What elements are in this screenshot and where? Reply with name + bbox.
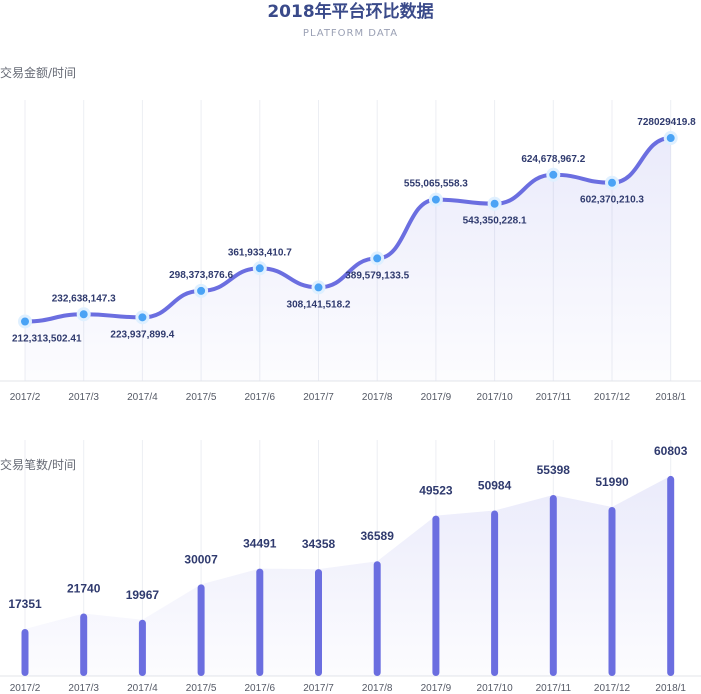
- data-label: 602,370,210.3: [580, 195, 644, 206]
- bar: [491, 510, 499, 676]
- line-point: [135, 310, 150, 325]
- data-label: 36589: [361, 529, 395, 543]
- bar-chart-x-ticks: 2017/2 2017/3 2017/4 2017/5 2017/6 2017/7 2017…: [10, 683, 687, 694]
- bar: [667, 475, 675, 676]
- bar: [80, 613, 88, 676]
- x-tick-label: 2017/7: [303, 392, 334, 403]
- bar: [256, 568, 264, 676]
- line-point: [252, 261, 267, 276]
- line-chart-area: [25, 138, 671, 381]
- x-tick-label: 2017/6: [245, 392, 276, 403]
- data-label: 624,678,967.2: [521, 154, 585, 165]
- x-tick-label: 2017/8: [362, 683, 393, 694]
- x-tick-label: 2017/2: [10, 392, 41, 403]
- line-point: [428, 192, 443, 207]
- x-tick-label: 2017/6: [245, 683, 276, 694]
- line-chart-x-ticks: 2017/2 2017/3 2017/4 2017/5 2017/6 2017/7 2017…: [10, 392, 687, 403]
- x-tick-label: 2017/12: [594, 683, 631, 694]
- bar: [432, 515, 440, 676]
- count-axis-label: 交易笔数/时间: [0, 458, 77, 472]
- data-label: 49523: [419, 484, 453, 498]
- line-point: [370, 251, 385, 266]
- data-label: 34491: [243, 537, 277, 551]
- x-tick-label: 2017/7: [303, 683, 334, 694]
- line-point: [18, 314, 32, 329]
- data-label: 60803: [654, 444, 688, 458]
- data-label: 51990: [595, 475, 629, 489]
- x-tick-label: 2017/11: [536, 683, 572, 694]
- line-point: [546, 167, 561, 182]
- data-label: 50984: [478, 479, 512, 493]
- data-label: 30007: [184, 552, 218, 566]
- x-tick-label: 2017/5: [186, 683, 217, 694]
- data-label: 21740: [67, 582, 101, 596]
- data-label: 212,313,502.41: [12, 333, 82, 344]
- data-label: 361,933,410.7: [228, 247, 292, 258]
- bar: [373, 561, 381, 676]
- line-chart-marks: 212,313,502.41 232,638,147.3 223,937,899.4…: [12, 117, 696, 344]
- amount-axis-label: 交易金额/时间: [0, 66, 77, 80]
- bar: [21, 628, 29, 676]
- data-label: 389,579,133.5: [345, 270, 409, 281]
- x-tick-label: 2017/2: [10, 683, 41, 694]
- bar: [197, 584, 205, 676]
- x-tick-label: 2017/8: [362, 392, 393, 403]
- data-label: 308,141,518.2: [287, 299, 351, 310]
- x-tick-label: 2017/9: [421, 683, 452, 694]
- x-tick-label: 2017/9: [421, 392, 452, 403]
- x-tick-label: 2017/3: [68, 683, 99, 694]
- line-point: [663, 131, 678, 146]
- bar: [138, 619, 146, 676]
- data-label: 34358: [302, 537, 336, 551]
- data-label: 19967: [126, 588, 160, 602]
- data-label: 728029419.8: [637, 117, 696, 128]
- data-label: 298,373,876.6: [169, 270, 233, 281]
- data-label: 17351: [8, 597, 42, 611]
- bar-chart-marks: 17351 21740 19967 30007 34491 34358 36589 49523…: [8, 444, 688, 676]
- x-tick-label: 2017/10: [477, 683, 514, 694]
- data-label: 232,638,147.3: [52, 293, 116, 304]
- data-label: 555,065,558.3: [404, 179, 468, 190]
- x-tick-label: 2018/1: [655, 392, 686, 403]
- line-point: [605, 175, 619, 190]
- x-tick-label: 2017/10: [477, 392, 514, 403]
- x-tick-label: 2017/11: [536, 392, 572, 403]
- page-title: 2018年平台环比数据: [267, 2, 434, 22]
- line-point: [487, 196, 502, 211]
- x-tick-label: 2017/4: [127, 392, 158, 403]
- bar: [315, 569, 322, 676]
- bar: [608, 506, 616, 676]
- x-tick-label: 2017/12: [594, 392, 631, 403]
- line-point: [311, 280, 326, 295]
- line-point: [194, 283, 209, 298]
- data-label: 543,350,228.1: [463, 216, 527, 227]
- x-tick-label: 2017/3: [68, 392, 99, 403]
- bar-chart-area: [25, 475, 671, 676]
- x-tick-label: 2017/4: [127, 683, 158, 694]
- data-label: 55398: [537, 463, 571, 477]
- x-tick-label: 2018/1: [655, 683, 686, 694]
- bar: [549, 494, 557, 676]
- line-point: [76, 307, 91, 322]
- page-subtitle: PLATFORM DATA: [302, 28, 399, 39]
- data-label: 223,937,899.4: [110, 329, 174, 340]
- x-tick-label: 2017/5: [186, 392, 217, 403]
